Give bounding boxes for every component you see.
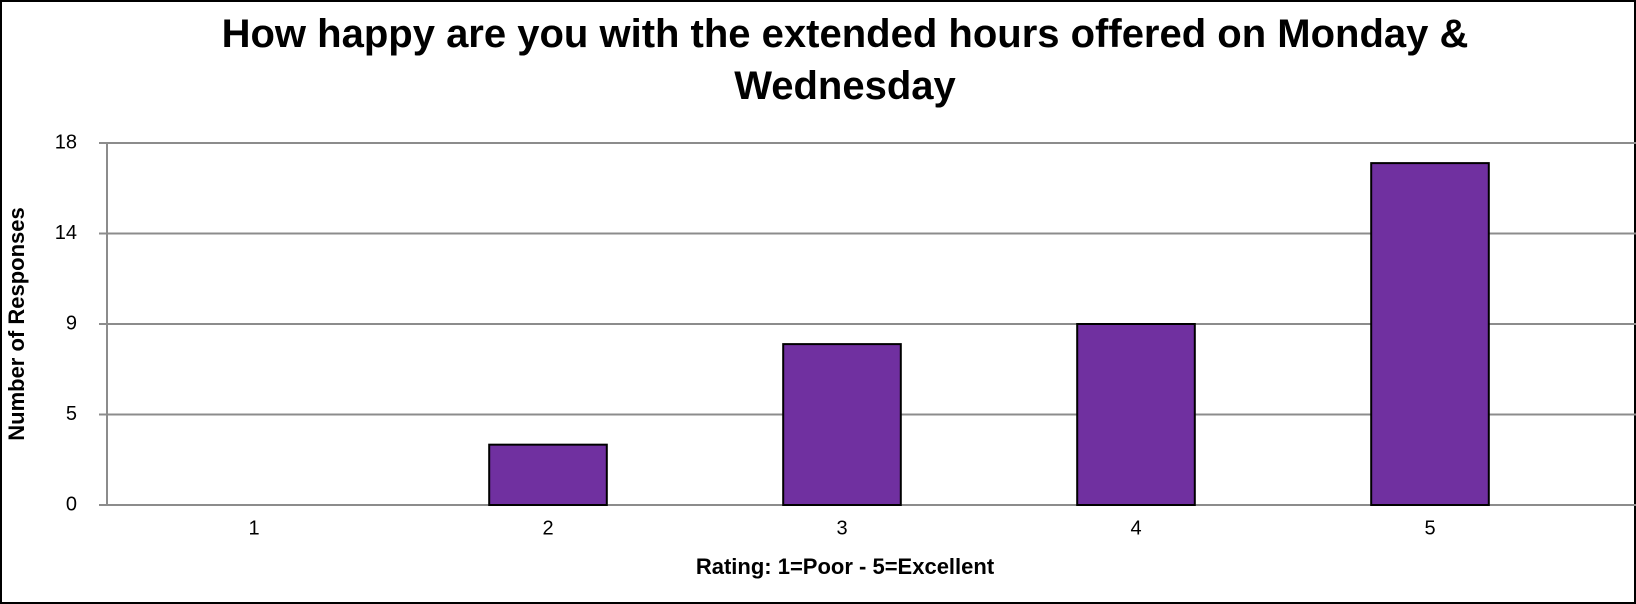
x-tick-label: 2 [542,517,553,539]
x-tick-label: 3 [836,517,847,539]
y-tick-label: 5 [66,403,77,425]
x-axis-label: Rating: 1=Poor - 5=Excellent [696,554,995,579]
chart-title: How happy are you with the extended hour… [221,12,1469,108]
bar [1370,162,1490,506]
bar [782,343,902,506]
x-tick-label: 4 [1130,517,1141,539]
x-tick-label: 5 [1424,517,1435,539]
bar [488,443,608,506]
y-tick-label: 18 [55,131,77,153]
y-tick-label: 0 [66,493,77,515]
x-tick-label: 1 [248,517,259,539]
y-tick-label: 9 [66,312,77,334]
y-axis-label: Number of Responses [4,207,29,441]
bar [1076,323,1196,506]
y-tick-label: 14 [55,222,77,244]
